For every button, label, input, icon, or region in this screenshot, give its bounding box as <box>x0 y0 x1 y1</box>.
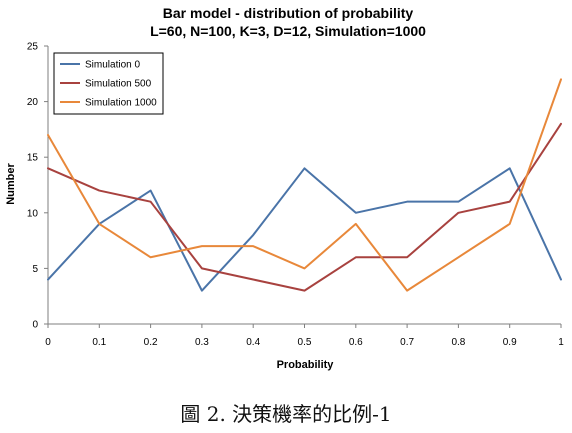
series-line-simulation-500 <box>47 122 562 292</box>
series-lines <box>47 78 562 292</box>
x-tick-label: 0.9 <box>503 337 517 348</box>
legend-label: Simulation 0 <box>85 60 140 71</box>
x-tick-label: 0.2 <box>144 337 158 348</box>
y-axis-label: Number <box>5 163 17 205</box>
plot-area: 0 5 10 15 20 25 0 0.1 0.2 0.3 0.4 0.5 0.6 0.7 0.8 0.9 1 <box>27 42 564 349</box>
legend: Simulation 0 Simulation 500 Simulation 100… <box>53 52 164 115</box>
series-line-simulation-0 <box>47 167 562 292</box>
y-tick-label: 20 <box>27 97 39 108</box>
figure-caption: 圖 2. 決策機率的比例-1 <box>180 402 391 426</box>
x-axis-label: Probability <box>277 359 335 371</box>
y-tick-label: 5 <box>32 264 38 275</box>
y-tick-label: 15 <box>27 153 39 164</box>
y-tick-label: 25 <box>27 42 39 53</box>
x-tick-label: 1 <box>558 337 564 348</box>
legend-label: Simulation 500 <box>85 79 152 90</box>
x-tick-label: 0.5 <box>298 337 312 348</box>
series-line-simulation-1000 <box>47 78 562 292</box>
legend-label: Simulation 1000 <box>85 98 157 109</box>
y-axis-ticks: 0 5 10 15 20 25 <box>27 42 48 331</box>
x-tick-label: 0 <box>45 337 51 348</box>
chart-subtitle: L=60, N=100, K=3, D=12, Simulation=1000 <box>150 23 426 39</box>
x-tick-label: 0.3 <box>195 337 209 348</box>
x-tick-label: 0.4 <box>246 337 260 348</box>
y-tick-label: 0 <box>32 320 38 331</box>
y-tick-label: 10 <box>27 208 39 219</box>
chart-title: Bar model - distribution of probability <box>163 5 414 21</box>
x-axis-ticks: 0 0.1 0.2 0.3 0.4 0.5 0.6 0.7 0.8 0.9 1 <box>45 324 564 348</box>
x-tick-label: 0.1 <box>92 337 106 348</box>
x-tick-label: 0.7 <box>400 337 414 348</box>
x-tick-label: 0.6 <box>349 337 363 348</box>
x-tick-label: 0.8 <box>451 337 465 348</box>
